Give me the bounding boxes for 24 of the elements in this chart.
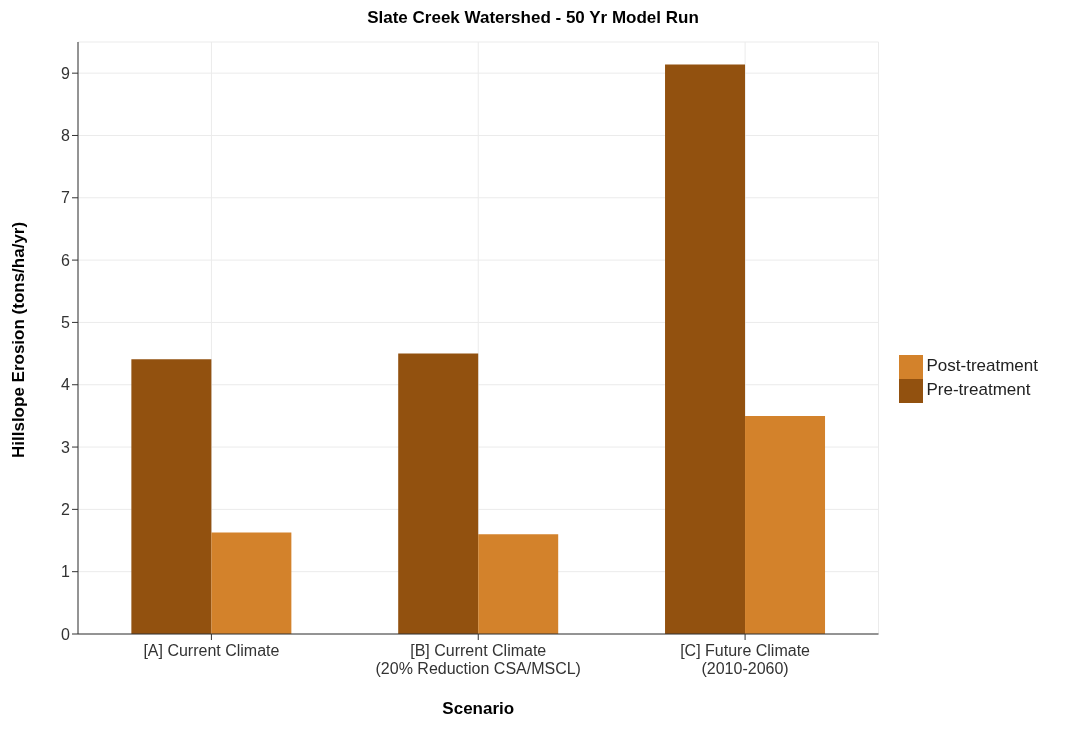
- bar: [211, 532, 292, 634]
- y-tick-label: 8: [61, 127, 71, 145]
- bar: [398, 353, 479, 634]
- y-tick-label: 7: [61, 189, 71, 207]
- y-tick-label: 1: [61, 563, 71, 581]
- y-tick-label: 4: [61, 376, 71, 394]
- legend-label: Post-treatment: [926, 356, 1038, 376]
- y-tick-label: 0: [61, 625, 71, 643]
- chart-title: Slate Creek Watershed - 50 Yr Model Run: [366, 8, 700, 29]
- y-tick-label: 5: [61, 314, 71, 332]
- bar: [665, 64, 746, 634]
- legend-label: Pre-treatment: [926, 380, 1031, 400]
- bar: [745, 415, 826, 634]
- y-axis-title: Hillslope Erosion (tons/ha/yr): [9, 221, 29, 458]
- y-tick-label: 9: [61, 64, 71, 82]
- x-axis-title: Scenario: [442, 699, 515, 718]
- bar: [478, 534, 559, 634]
- x-tick-label: [C] Future Climate (2010-2060): [680, 642, 811, 677]
- y-tick-label: 6: [61, 251, 71, 269]
- y-tick-label: 3: [61, 438, 71, 456]
- y-tick-label: 2: [61, 501, 71, 519]
- x-tick-label: [B] Current Climate (20% Reduction CSA/MSCL): [375, 642, 581, 677]
- x-tick-label: [A] Current Climate: [143, 642, 280, 659]
- bar: [131, 359, 212, 634]
